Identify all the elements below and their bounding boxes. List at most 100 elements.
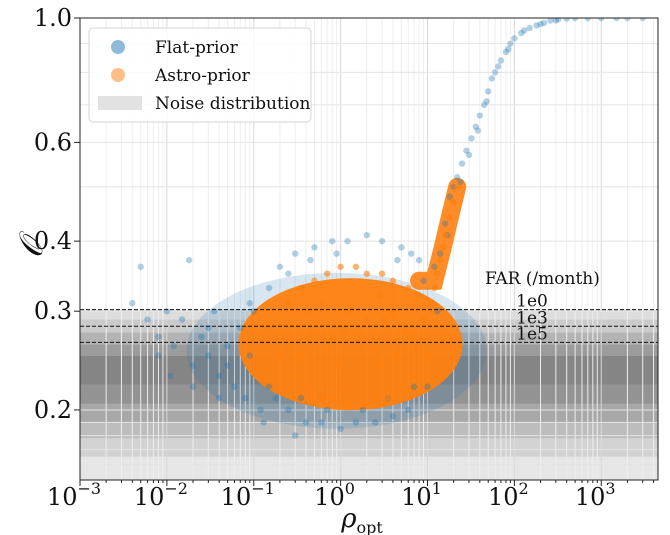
astro-prior-point-33	[367, 342, 374, 350]
astro-prior-point-12	[352, 263, 360, 270]
flat-prior-point-69	[613, 18, 620, 22]
flat-prior-point-60	[526, 24, 533, 32]
astro-prior-point-55	[302, 307, 310, 315]
flat-prior-point-48	[468, 135, 475, 142]
x-tick-label: 103	[575, 479, 616, 511]
astro-prior-point-5	[302, 383, 310, 390]
astro-prior-point-36	[401, 324, 409, 332]
flat-prior-point-97	[552, 18, 560, 24]
scatter-points	[129, 18, 646, 439]
flat-prior-point-57	[507, 40, 514, 47]
flat-prior-point-64	[555, 18, 562, 23]
flat-prior-point-65	[563, 18, 570, 22]
x-tick-label: 10−2	[134, 479, 188, 511]
flat-prior-point-101	[215, 394, 223, 402]
y-tick-label: 0.6	[34, 128, 72, 156]
far-label-1e5: 1e5	[516, 324, 548, 344]
legend-box	[88, 27, 312, 123]
x-tick-base: 10	[134, 483, 165, 511]
flat-prior-point-91	[474, 127, 482, 134]
flat-prior-point-68	[598, 18, 605, 22]
flat-prior-point-94	[505, 45, 512, 53]
astro-prior-point-2	[285, 300, 292, 307]
astro-prior-point-38	[318, 300, 325, 307]
astro-prior-point-34	[381, 316, 388, 323]
flat-prior-point-70	[624, 18, 631, 22]
flat-prior-point-72	[224, 362, 231, 369]
flat-prior-point-24	[292, 250, 299, 257]
flat-prior-point-62	[540, 19, 548, 27]
legend-astro-prior-marker	[111, 68, 125, 82]
astro-prior-point-9	[329, 394, 336, 402]
flat-prior-point-61	[533, 22, 540, 29]
flat-prior-point-22	[276, 263, 284, 270]
flat-prior-point-16	[242, 394, 249, 402]
flat-prior-point-27	[318, 419, 325, 426]
flat-prior-point-74	[246, 300, 253, 307]
astro-prior-point-35	[394, 352, 401, 359]
flat-prior-point-99	[167, 372, 174, 380]
x-tick-base: 10	[401, 483, 432, 511]
astro-prior-point-21	[410, 372, 418, 380]
flat-prior-point-17	[246, 352, 253, 359]
y-tick-label: 0.4	[34, 227, 72, 255]
flat-prior-point-7	[185, 256, 193, 264]
astro-prior-point-52	[413, 342, 420, 350]
astro-prior-point-46	[434, 270, 441, 277]
astro-prior-point-45	[427, 300, 435, 307]
flat-prior-point-86	[333, 250, 340, 257]
x-axis-ticks: 10−3 10−2 10−1 100 101 102 103	[47, 479, 655, 511]
flat-prior-point-36	[398, 244, 405, 251]
astro-prior-point-54	[378, 362, 386, 369]
x-tick-base: 10	[221, 483, 252, 511]
astro-prior-point-49	[363, 316, 370, 323]
x-tick-exponent: 0	[345, 479, 355, 498]
astro-prior-point-50	[285, 342, 292, 350]
noise-band-2	[80, 422, 658, 439]
flat-prior-point-51	[481, 101, 488, 109]
legend-flat-prior-marker	[111, 40, 125, 54]
flat-prior-point-66	[571, 18, 579, 22]
astro-prior-point-22	[415, 292, 423, 299]
far-label-1e0: 1e0	[516, 292, 548, 312]
x-tick-base: 10	[47, 483, 78, 511]
flat-prior-point-26	[311, 244, 318, 251]
flat-prior-point-47	[463, 147, 470, 154]
flat-prior-point-38	[415, 256, 423, 264]
flat-prior-point-78	[359, 406, 367, 414]
flat-prior-point-12	[215, 372, 223, 380]
astro-prior-point-29	[454, 183, 461, 191]
flat-prior-point-95	[521, 27, 528, 34]
flat-prior-point-87	[394, 256, 401, 264]
astro-prior-point-51	[389, 307, 397, 315]
flat-prior-point-42	[442, 220, 449, 227]
astro-prior-point-11	[344, 400, 351, 408]
x-tick-exponent: 2	[519, 479, 529, 498]
astro-prior-point-27	[446, 214, 453, 222]
astro-prior-point-4	[297, 284, 305, 292]
astro-prior-point-43	[408, 333, 415, 341]
flat-prior-point-15	[237, 324, 244, 332]
flat-prior-point-1	[137, 263, 144, 270]
x-tick-label: 10−3	[47, 479, 101, 511]
flat-prior-point-31	[352, 419, 360, 426]
flat-prior-point-50	[476, 112, 484, 119]
flat-prior-point-53	[488, 75, 496, 82]
x-axis-label-sub: opt	[356, 518, 383, 535]
flat-prior-point-67	[584, 18, 591, 22]
noise-band-3	[80, 403, 658, 423]
astro-prior-point-44	[420, 316, 427, 323]
flat-prior-point-75	[265, 383, 273, 390]
x-tick-label: 102	[488, 479, 529, 511]
x-tick-base: 10	[314, 483, 345, 511]
astro-prior-point-37	[297, 352, 305, 359]
flat-prior-point-10	[205, 352, 212, 359]
flat-prior-point-3	[155, 333, 162, 341]
astro-prior-point-15	[371, 394, 379, 402]
flat-prior-point-8	[189, 362, 197, 369]
flat-prior-point-19	[257, 406, 264, 414]
astro-prior-point-23	[424, 352, 431, 359]
flat-prior-point-6	[178, 316, 186, 323]
astro-prior-point-31	[333, 362, 340, 369]
flat-prior-point-56	[502, 48, 510, 56]
